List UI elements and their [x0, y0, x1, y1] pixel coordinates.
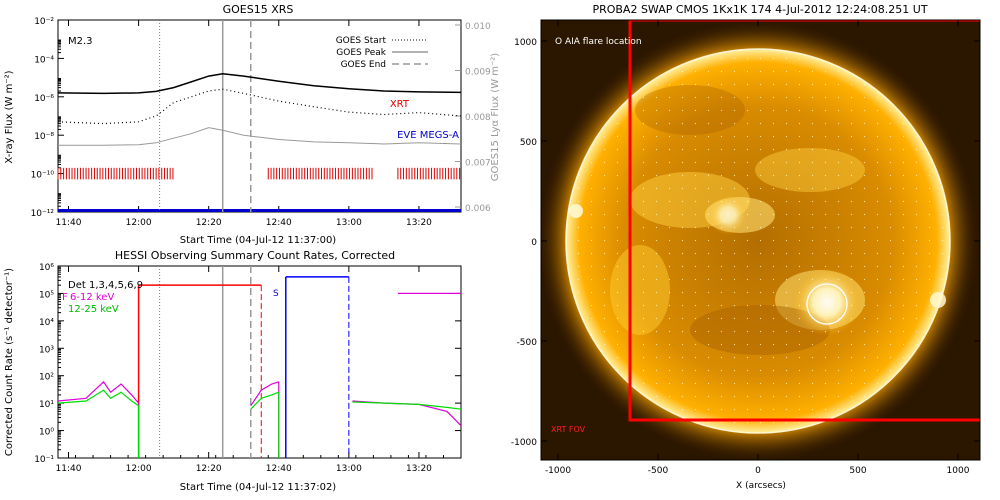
hessi-marker-s: S: [273, 289, 279, 299]
swap-panel: PROBA2 SWAP CMOS 1Kx1K 174 4-Jul-2012 12…: [511, 3, 981, 491]
hessi-legend: Det 1,3,4,5,6,9 F 6-12 keV 12-25 keV: [62, 280, 143, 315]
goes-y-tick-label: 10⁻⁸: [34, 132, 54, 142]
goes-x-tick-label: 12:00: [126, 218, 152, 228]
hessi-x-tick-label: 12:20: [196, 464, 222, 474]
hessi-6-12kev-line: [250, 381, 279, 407]
hessi-y-tick-label: 10³: [39, 345, 54, 355]
swap-y-tick-label: 1000: [514, 38, 537, 48]
goes-title: GOES15 XRS: [223, 3, 294, 16]
goes-eve-label: EVE MEGS-A: [397, 130, 459, 141]
xrt-fov-box: [628, 20, 980, 422]
limb-circle: [565, 48, 951, 434]
hessi-title: HESSI Observing Summary Count Rates, Cor…: [115, 249, 395, 262]
swap-y-tick-label: -500: [517, 338, 538, 348]
goes-legend-start: GOES Start: [336, 36, 387, 46]
hessi-panel: HESSI Observing Summary Count Rates, Cor…: [4, 249, 462, 493]
hessi-12-25kev-line: [352, 401, 462, 410]
hessi-y-tick-label: 10⁶: [39, 263, 54, 273]
swap-x-tick-label: 1000: [947, 466, 970, 476]
swap-xlabel: X (arcsecs): [736, 481, 786, 491]
goes-y-right-tick-label: 0.007: [465, 159, 491, 169]
hessi-legend-high: 12-25 keV: [68, 304, 119, 315]
swap-y-tick-label: 500: [520, 138, 537, 148]
hessi-12-25kev-line: [57, 389, 139, 407]
goes-lya-line: [58, 127, 462, 146]
goes-xrt-label: XRT: [390, 99, 410, 110]
goes-y-right-tick-label: 0.008: [465, 113, 491, 123]
hessi-x-tick-label: 12:00: [126, 464, 152, 474]
xrt-fov-label: XRT FOV: [551, 425, 586, 434]
hessi-x-tick-label: 12:40: [266, 464, 292, 474]
solar-features: [566, 49, 950, 433]
hessi-x-tick-label: 11:40: [56, 464, 82, 474]
goes-y-right-tick-label: 0.009: [465, 68, 491, 78]
goes-long-channel-line: [57, 72, 462, 95]
hessi-6-12kev-line: [57, 380, 140, 404]
goes-y-tick-label: 10⁻⁴: [34, 55, 54, 65]
goes-xlabel: Start Time (04-Jul-12 11:37:00): [180, 235, 337, 246]
goes-x-tick-label: 12:20: [196, 218, 222, 228]
goes-y-tick-label: 10⁻¹⁰: [31, 171, 55, 181]
hessi-plot-area: 10⁻¹ 10⁰ 10¹ 10² 10³ 10⁴ 10⁵ 10⁶ 11:40 12:00 12:20…: [34, 263, 462, 474]
swap-title: PROBA2 SWAP CMOS 1Kx1K 174 4-Jul-2012 12…: [592, 3, 927, 16]
hessi-y-tick-label: 10⁴: [39, 318, 54, 328]
hessi-y-tick-label: 10²: [39, 373, 54, 383]
swap-axes: -1000 -500 0 500 1000 1000 500 0 -500 -1000: [511, 20, 980, 476]
hessi-legend-low: 6-12 keV: [70, 292, 114, 303]
swap-image: O AIA flare location XRT FOV: [541, 20, 980, 460]
hessi-y-tick-label: 10⁻¹: [34, 455, 54, 465]
hessi-x-tick-label: 13:00: [336, 464, 362, 474]
swap-x-tick-label: -1000: [545, 466, 571, 476]
goes-y-right-tick-label: 0.006: [465, 204, 491, 214]
swap-frame: [540, 19, 981, 461]
goes-y-tick-label: 10⁻⁶: [34, 94, 54, 104]
swap-x-tick-label: 500: [849, 466, 866, 476]
hessi-ylabel: Corrected Count Rate (s⁻¹ detector⁻¹): [4, 268, 15, 456]
hessi-xlabel: Start Time (04-Jul-12 11:37:02): [180, 482, 337, 493]
goes-x-tick-label: 12:40: [266, 218, 292, 228]
hessi-legend-det: Det 1,3,4,5,6,9: [68, 280, 143, 291]
goes-flare-class: M2.3: [68, 36, 93, 47]
hessi-y-tick-label: 10⁰: [39, 428, 54, 438]
goes-legend: GOES Start GOES Peak GOES End: [336, 36, 428, 70]
goes-panel: GOES15 XRS 10⁻¹² 10⁻¹⁰ 10⁻⁸ 10⁻⁶ 10⁻⁴ 10⁻² 0.0…: [4, 3, 501, 246]
hessi-x-tick-label: 13:20: [406, 464, 432, 474]
goes-short-channel-line: [57, 88, 462, 125]
goes-ylabel-right: GOES15 Lyα Flux (W m⁻²): [490, 53, 501, 181]
swap-x-tick-label: 0: [755, 466, 761, 476]
goes-legend-end: GOES End: [341, 60, 386, 70]
goes-plot-area: 10⁻¹² 10⁻¹⁰ 10⁻⁸ 10⁻⁶ 10⁻⁴ 10⁻² 0.006 0.007 0.00…: [31, 17, 491, 228]
aia-flare-location-marker: [806, 283, 848, 325]
goes-x-tick-label: 13:20: [406, 218, 432, 228]
swap-y-tick-label: -1000: [511, 438, 537, 448]
goes-legend-peak: GOES Peak: [336, 48, 386, 58]
hessi-y-tick-label: 10¹: [39, 400, 54, 410]
goes-y-tick-label: 10⁻¹²: [31, 209, 55, 219]
goes-x-tick-label: 13:00: [336, 218, 362, 228]
goes-y-tick-label: 10⁻²: [34, 17, 54, 27]
goes-y-right-tick-label: 0.010: [465, 22, 491, 32]
hessi-12-25kev-line: [250, 391, 280, 410]
hessi-y-tick-label: 10⁵: [39, 290, 54, 300]
swap-legend: O AIA flare location: [555, 37, 642, 47]
hessi-legend-low-prefix: F: [62, 292, 68, 303]
swap-y-tick-label: 0: [531, 238, 537, 248]
swap-x-tick-label: -500: [648, 466, 669, 476]
hessi-plot-frame: [57, 265, 462, 459]
goes-x-tick-label: 11:40: [56, 218, 82, 228]
goes-ylabel: X-ray Flux (W m⁻²): [4, 70, 15, 163]
